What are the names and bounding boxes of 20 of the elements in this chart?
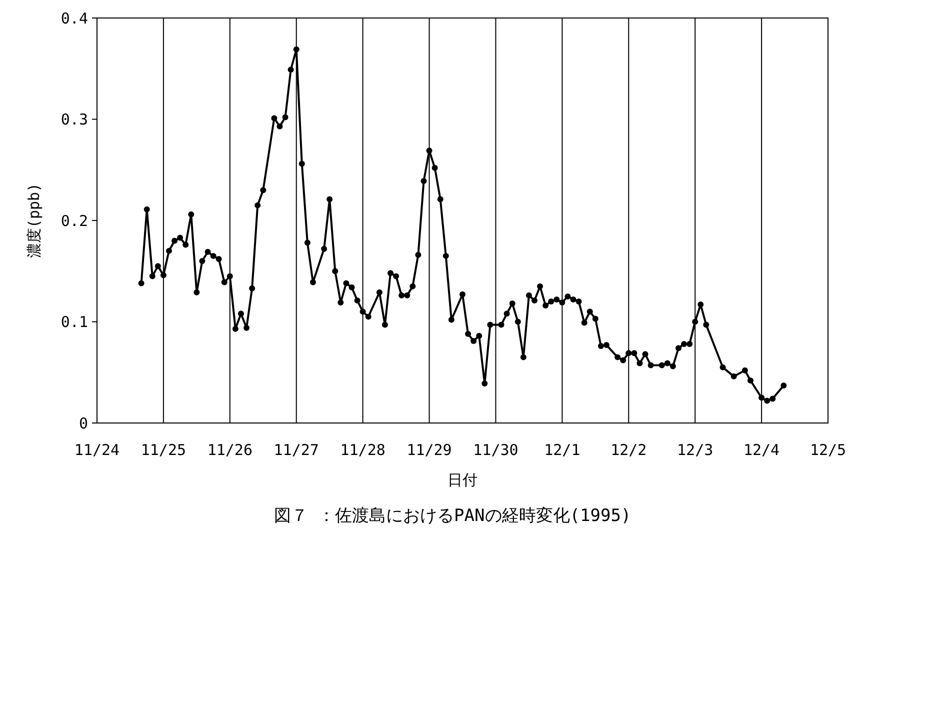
x-tick-label: 12/5 <box>810 441 846 459</box>
y-tick-label: 0 <box>78 414 88 432</box>
x-axis-title: 日付 <box>448 471 478 489</box>
x-tick-label: 11/25 <box>140 441 186 459</box>
y-axis-title: 濃度(ppb) <box>25 182 43 258</box>
y-tick-label: 0.4 <box>60 9 88 28</box>
text: 図７ ：佐渡島におけるPANの経時変化(1995) <box>274 506 632 526</box>
x-tick-label: 12/2 <box>610 441 647 459</box>
y-tick-label: 0.3 <box>60 110 88 128</box>
x-tick-label: 11/29 <box>406 441 452 459</box>
x-tick-label: 11/24 <box>74 441 120 459</box>
x-tick-label: 12/3 <box>677 441 714 459</box>
x-tick-label: 11/30 <box>473 441 518 459</box>
x-tick-label: 12/4 <box>743 441 780 459</box>
y-tick-label: 0.2 <box>60 212 88 230</box>
x-tick-label: 12/1 <box>544 441 580 459</box>
x-tick-label: 11/27 <box>274 441 319 459</box>
x-tick-label: 11/28 <box>340 441 386 459</box>
y-tick-label: 0.1 <box>60 313 88 331</box>
x-tick-label: 11/26 <box>207 441 252 459</box>
